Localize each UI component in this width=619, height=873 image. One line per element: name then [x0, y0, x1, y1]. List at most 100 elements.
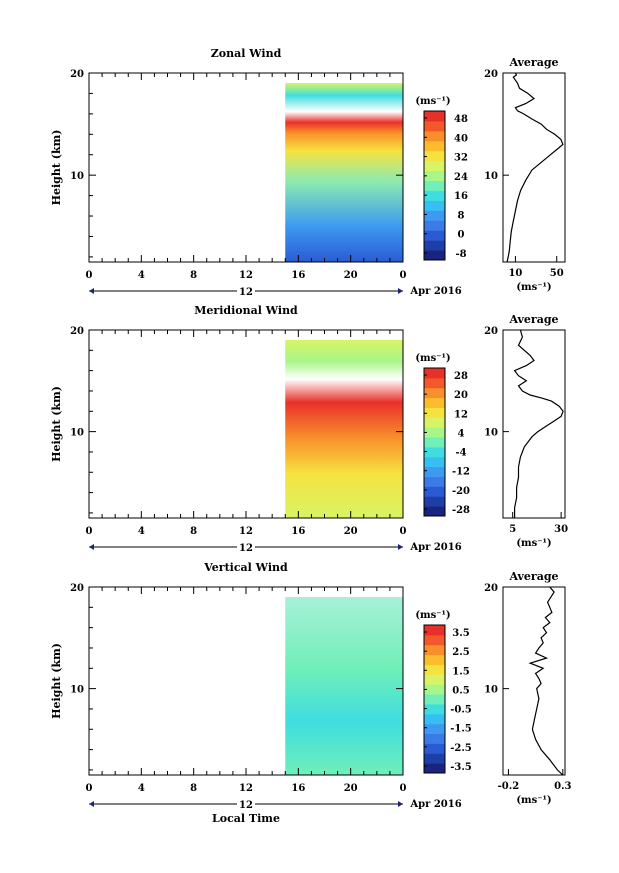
- heatmap-field: [285, 597, 403, 775]
- x-tick-label: 16: [291, 270, 305, 281]
- colorbar-label: -1.5: [450, 724, 472, 735]
- date-label-bg: [237, 285, 255, 297]
- colorbar-frame: [423, 624, 446, 774]
- y-tick-label: 10: [70, 428, 84, 439]
- profile-frame: [502, 586, 566, 776]
- colorbar-unit: (ms⁻¹): [415, 353, 450, 364]
- colorbar-segment: [424, 120, 445, 132]
- colorbar-segment: [424, 427, 445, 438]
- colorbar-segment: [424, 250, 445, 261]
- x-tick-label: 20: [344, 783, 358, 794]
- panel-title: Zonal Wind: [211, 47, 282, 60]
- x-tick-label: 12: [239, 526, 253, 537]
- colorbar-segment: [424, 150, 445, 162]
- colorbar-segment: [424, 446, 445, 458]
- colorbar-segment: [424, 130, 445, 142]
- colorbar-segment: [424, 387, 445, 399]
- profile-title: Average: [508, 313, 558, 326]
- y-tick-label: 20: [70, 583, 84, 594]
- x-tick-label: 4: [138, 270, 145, 281]
- heatmap-field: [285, 83, 403, 262]
- colorbar-segment: [424, 111, 445, 122]
- colorbar-segment: [424, 674, 445, 685]
- colorbar-segment: [424, 654, 445, 665]
- date-arrow-right: [398, 288, 403, 294]
- x-tick-label: 8: [190, 270, 197, 281]
- x-tick-label: 4: [138, 526, 145, 537]
- x-tick-label: 20: [344, 526, 358, 537]
- colorbar-label: -12: [452, 467, 470, 478]
- colorbar-segment: [424, 407, 445, 418]
- x-tick-label: 12: [239, 783, 253, 794]
- colorbar-segment: [424, 240, 445, 251]
- profile-title: Average: [508, 56, 558, 69]
- colorbar-segment: [424, 634, 445, 646]
- panel-title: Meridional Wind: [194, 304, 298, 317]
- profile-frame: [502, 72, 566, 263]
- colorbar-label: 8: [458, 210, 465, 221]
- profile-y-tick-label: 20: [484, 69, 498, 80]
- colorbar-label: -20: [452, 486, 470, 497]
- x-tick-label: 8: [190, 526, 197, 537]
- panel-title: Vertical Wind: [203, 561, 288, 574]
- colorbar-unit: (ms⁻¹): [415, 96, 450, 107]
- colorbar-label: 0.5: [452, 685, 469, 696]
- colorbar-segment: [424, 694, 445, 705]
- colorbar-label: 28: [454, 371, 468, 382]
- x-tick-label: 0: [86, 526, 93, 537]
- x-axis-label: Local Time: [212, 812, 280, 825]
- colorbar-label: -3.5: [450, 762, 472, 773]
- date-arrow-left: [89, 544, 94, 550]
- colorbar-segment: [424, 763, 445, 774]
- colorbar-label: 2.5: [452, 647, 469, 658]
- colorbar-segment: [424, 476, 445, 487]
- date-label: 12: [239, 800, 253, 811]
- colorbar-segment: [424, 743, 445, 754]
- colorbar-label: 4: [458, 428, 465, 439]
- colorbar-segment: [424, 496, 445, 507]
- profile-x-tick-label: 0.3: [554, 781, 571, 792]
- colorbar-segment: [424, 397, 445, 408]
- colorbar-segment: [424, 230, 445, 241]
- profile-x-label: (ms⁻¹): [516, 795, 551, 806]
- y-tick-label: 20: [70, 326, 84, 337]
- profile-x-tick-label: 10: [508, 268, 522, 279]
- profile-x-tick-label: 5: [509, 524, 516, 535]
- y-tick-label: 20: [70, 69, 84, 80]
- x-tick-label: 16: [291, 783, 305, 794]
- colorbar-segment: [424, 723, 445, 735]
- date-arrow-left: [89, 801, 94, 807]
- colorbar-segment: [424, 753, 445, 764]
- profile-x-label: (ms⁻¹): [516, 282, 551, 293]
- colorbar-segment: [424, 664, 445, 675]
- profile-frame: [502, 329, 566, 519]
- date-arrow-left: [89, 288, 94, 294]
- profile-title: Average: [508, 570, 558, 583]
- profile-line: [528, 586, 564, 776]
- colorbar-label: 48: [454, 114, 468, 125]
- colorbar-segment: [424, 506, 445, 517]
- colorbar-label: 1.5: [452, 666, 469, 677]
- x-tick-label: 0: [400, 270, 407, 281]
- colorbar-label: -8: [455, 249, 466, 260]
- colorbar-segment: [424, 368, 445, 379]
- colorbar-segment: [424, 140, 445, 152]
- x-tick-label: 20: [344, 270, 358, 281]
- colorbar-segment: [424, 377, 445, 389]
- colorbar-label: 32: [454, 153, 468, 164]
- profile-y-tick-label: 20: [484, 326, 498, 337]
- colorbar-segment: [424, 684, 445, 695]
- date-label-bg: [237, 798, 255, 810]
- x-tick-label: 16: [291, 526, 305, 537]
- colorbar-segment: [424, 713, 445, 725]
- date-arrow-right: [398, 801, 403, 807]
- colorbar-segment: [424, 210, 445, 221]
- profile-y-tick-label: 20: [484, 583, 498, 594]
- colorbar-segment: [424, 437, 445, 448]
- y-axis-label: Height (km): [50, 386, 63, 462]
- colorbar-label: -2.5: [450, 743, 472, 754]
- colorbar-segment: [424, 456, 445, 468]
- date-suffix: Apr 2016: [409, 286, 461, 297]
- colorbar-label: -28: [452, 505, 470, 516]
